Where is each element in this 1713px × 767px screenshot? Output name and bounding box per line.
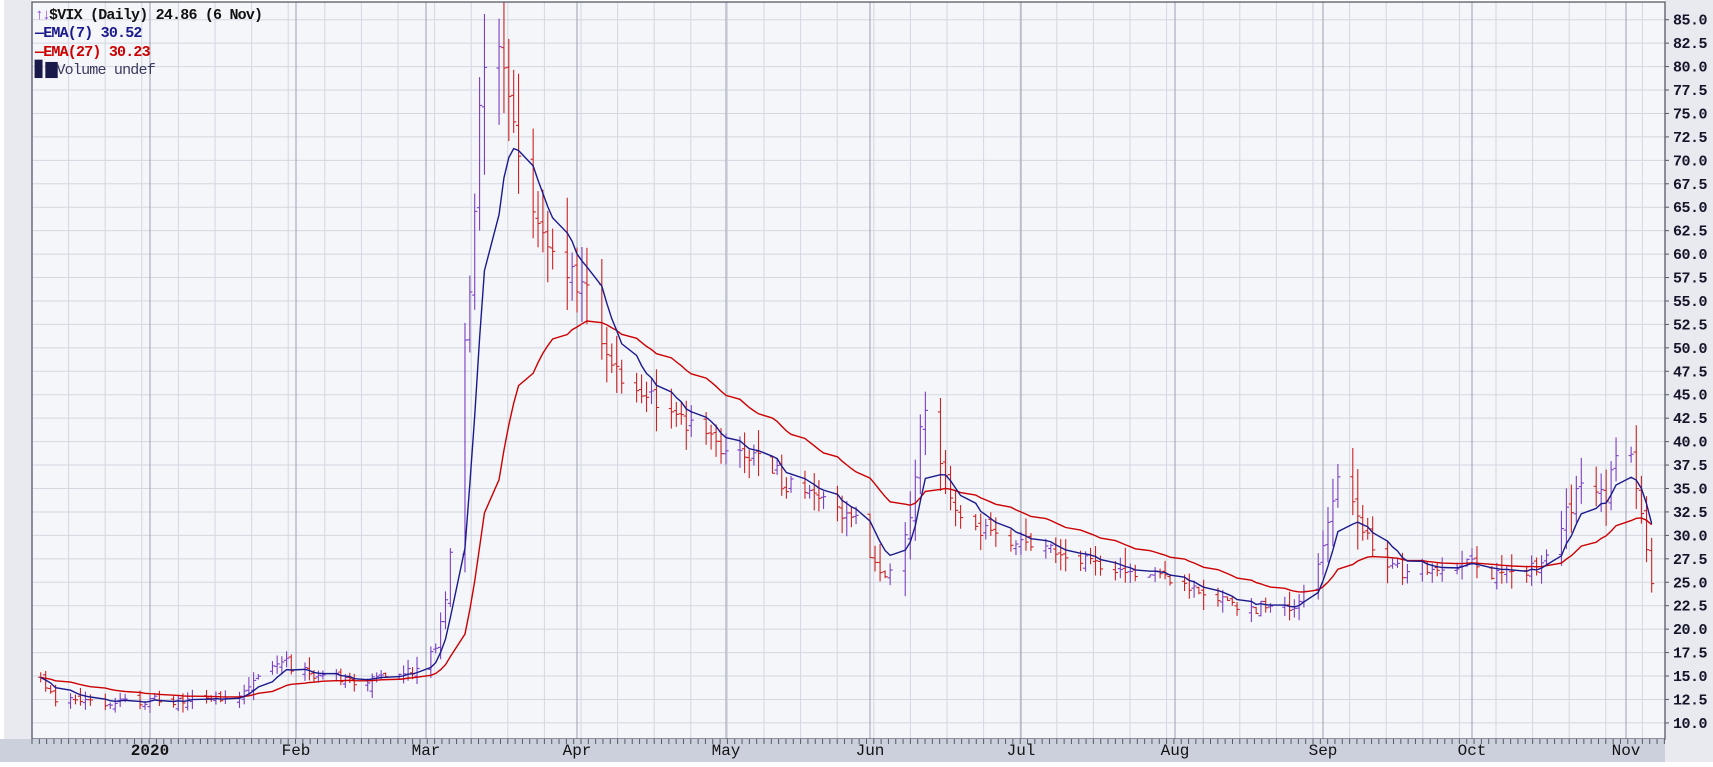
svg-text:Aug: Aug <box>1161 742 1190 760</box>
svg-text:75.0: 75.0 <box>1673 106 1708 123</box>
svg-text:Feb: Feb <box>282 742 311 760</box>
svg-text:42.5: 42.5 <box>1673 411 1708 428</box>
svg-text:Jul: Jul <box>1007 742 1036 760</box>
svg-text:70.0: 70.0 <box>1673 153 1708 170</box>
svg-text:Apr: Apr <box>563 742 592 760</box>
svg-text:65.0: 65.0 <box>1673 200 1708 217</box>
svg-text:67.5: 67.5 <box>1673 177 1708 194</box>
svg-text:22.5: 22.5 <box>1673 599 1708 616</box>
svg-text:12.5: 12.5 <box>1673 692 1708 709</box>
svg-text:Jun: Jun <box>856 742 885 760</box>
svg-text:20.0: 20.0 <box>1673 622 1708 639</box>
svg-text:37.5: 37.5 <box>1673 458 1708 475</box>
svg-text:57.5: 57.5 <box>1673 271 1708 288</box>
svg-text:May: May <box>712 742 741 760</box>
svg-text:80.0: 80.0 <box>1673 60 1708 77</box>
svg-text:82.5: 82.5 <box>1673 36 1708 53</box>
svg-text:55.0: 55.0 <box>1673 294 1708 311</box>
svg-text:10.0: 10.0 <box>1673 716 1708 733</box>
svg-text:47.5: 47.5 <box>1673 364 1708 381</box>
svg-text:50.0: 50.0 <box>1673 341 1708 358</box>
svg-text:32.5: 32.5 <box>1673 505 1708 522</box>
svg-text:60.0: 60.0 <box>1673 247 1708 264</box>
svg-text:Sep: Sep <box>1309 742 1338 760</box>
svg-text:15.0: 15.0 <box>1673 669 1708 686</box>
svg-text:72.5: 72.5 <box>1673 130 1708 147</box>
svg-text:Oct: Oct <box>1458 742 1487 760</box>
svg-text:2020: 2020 <box>131 742 169 760</box>
svg-text:85.0: 85.0 <box>1673 13 1708 30</box>
svg-text:17.5: 17.5 <box>1673 646 1708 663</box>
svg-text:45.0: 45.0 <box>1673 388 1708 405</box>
svg-text:62.5: 62.5 <box>1673 224 1708 241</box>
svg-text:27.5: 27.5 <box>1673 552 1708 569</box>
svg-text:52.5: 52.5 <box>1673 317 1708 334</box>
svg-text:Mar: Mar <box>412 742 441 760</box>
svg-text:Nov: Nov <box>1612 742 1641 760</box>
svg-text:30.0: 30.0 <box>1673 528 1708 545</box>
svg-text:40.0: 40.0 <box>1673 435 1708 452</box>
svg-text:77.5: 77.5 <box>1673 83 1708 100</box>
svg-text:25.0: 25.0 <box>1673 575 1708 592</box>
svg-text:35.0: 35.0 <box>1673 482 1708 499</box>
